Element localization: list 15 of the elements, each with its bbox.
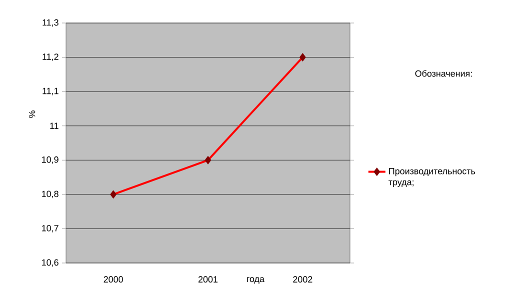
y-axis-title: % (28, 110, 36, 118)
y-tick-label: 10,9 (42, 156, 58, 164)
y-tick-label: 11,2 (42, 54, 58, 61)
x-axis-title: года (247, 277, 264, 284)
y-tick-label: 11,3 (42, 19, 58, 27)
y-tick-label: 10,8 (42, 190, 58, 198)
x-tick-label: 2002 (293, 276, 312, 283)
y-tick-label: 10,7 (42, 225, 58, 232)
legend-label: Производительность труда; (388, 168, 476, 188)
x-tick-label: 2001 (198, 276, 218, 283)
y-tick-label: 10,6 (42, 259, 58, 267)
x-tick-label: 2000 (104, 276, 123, 283)
legend-title: Обозначения: (415, 70, 472, 77)
y-tick-label: 11 (50, 122, 58, 129)
y-tick-label: 11,1 (42, 88, 58, 96)
